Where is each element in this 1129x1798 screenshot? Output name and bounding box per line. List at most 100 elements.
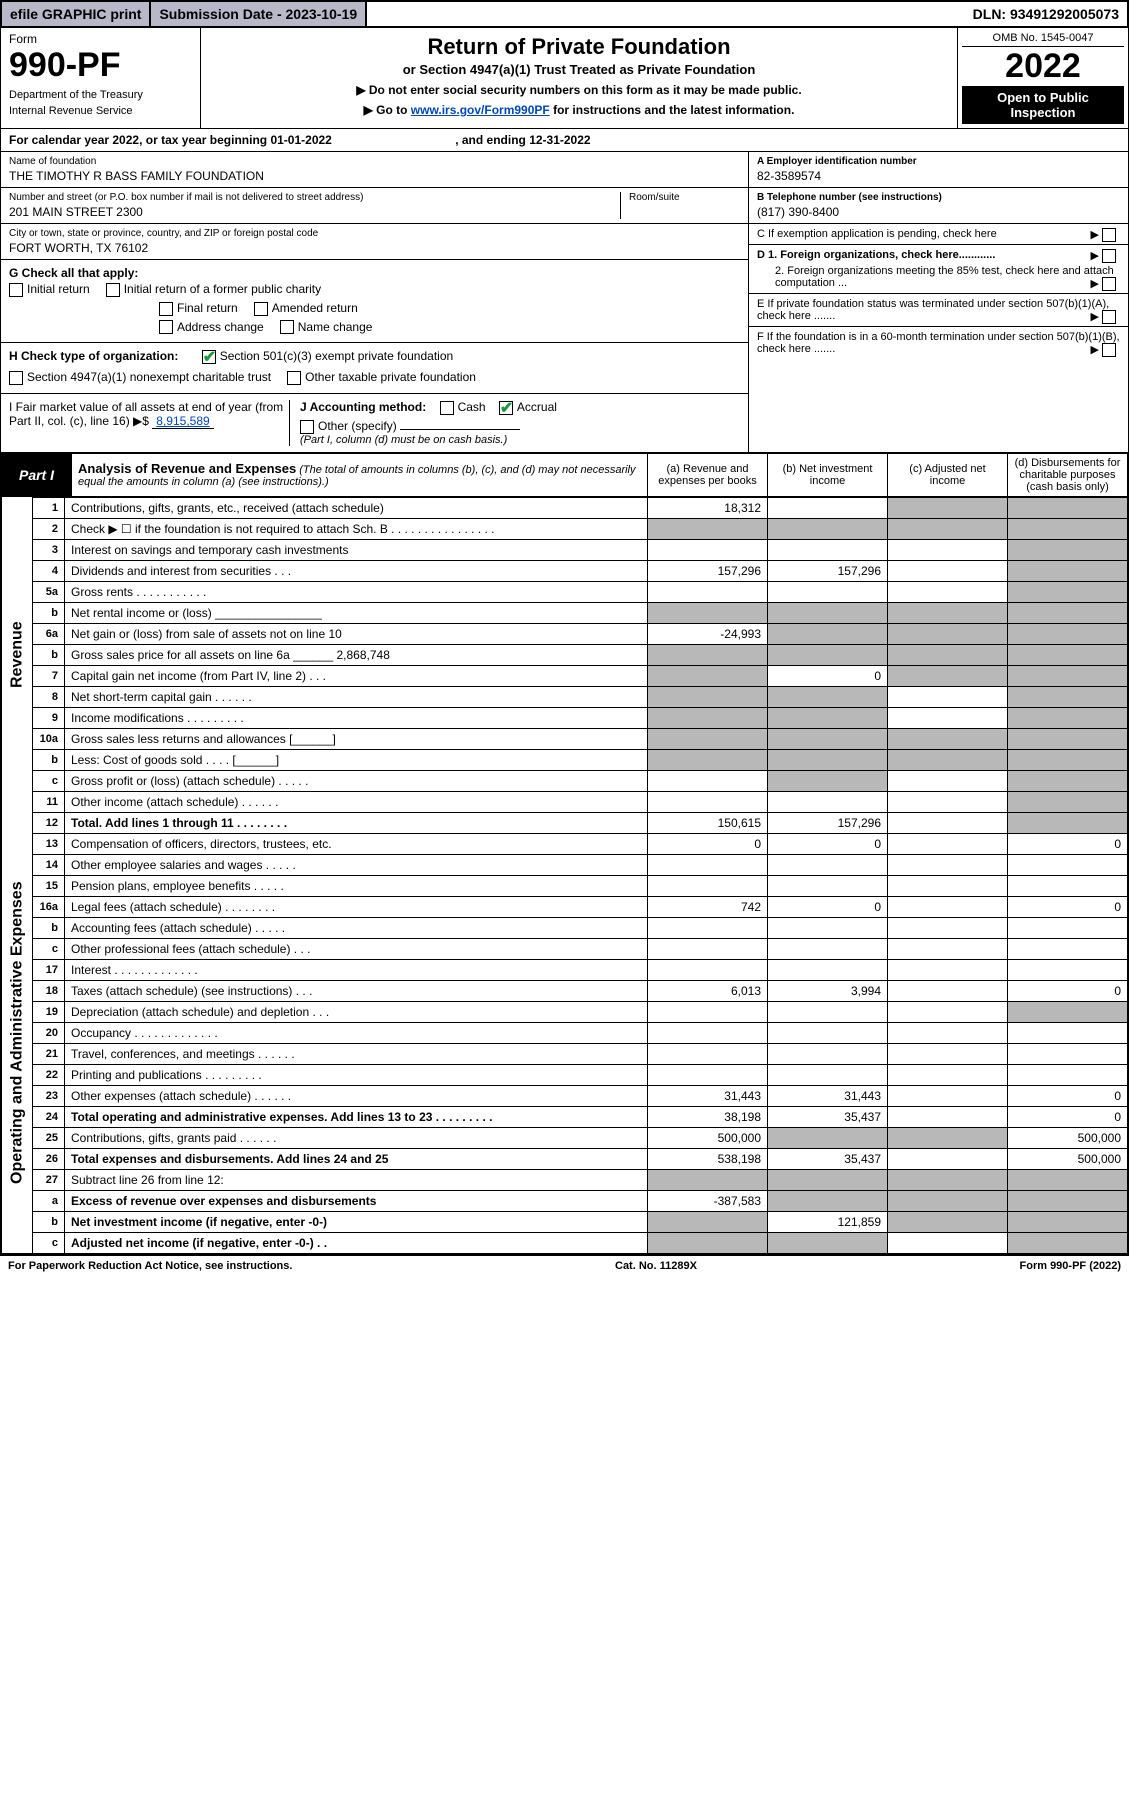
revenue-vlabel: Revenue	[2, 497, 33, 812]
h-4947: Section 4947(a)(1) nonexempt charitable …	[27, 370, 271, 384]
cell-a: 18,312	[648, 497, 768, 518]
chk-amended[interactable]	[254, 302, 268, 316]
cell-c	[888, 1169, 1008, 1190]
table-row: 11Other income (attach schedule) . . . .…	[2, 791, 1128, 812]
row-number: 9	[33, 707, 65, 728]
cell-d	[1008, 875, 1128, 896]
dln-value: 93491292005073	[1010, 6, 1119, 22]
cell-a	[648, 1169, 768, 1190]
form990pf-link[interactable]: www.irs.gov/Form990PF	[411, 103, 550, 117]
cell-a: 31,443	[648, 1085, 768, 1106]
c-label: C If exemption application is pending, c…	[757, 228, 997, 240]
cell-d	[1008, 938, 1128, 959]
row-number: c	[33, 938, 65, 959]
cell-b	[768, 518, 888, 539]
room-label: Room/suite	[629, 192, 740, 203]
g-opt-5: Name change	[298, 320, 373, 334]
col-c-header: (c) Adjusted net income	[888, 453, 1008, 496]
chk-4947[interactable]	[9, 371, 23, 385]
i-value[interactable]: 8,915,589	[152, 414, 213, 429]
chk-e[interactable]	[1102, 310, 1116, 324]
g-opt-0: Initial return	[27, 282, 90, 296]
cell-a	[648, 665, 768, 686]
row-number: 4	[33, 560, 65, 581]
chk-address-change[interactable]	[159, 320, 173, 334]
calendar-year-line: For calendar year 2022, or tax year begi…	[1, 129, 1128, 152]
h-501c3: Section 501(c)(3) exempt private foundat…	[220, 349, 453, 363]
table-row: 16aLegal fees (attach schedule) . . . . …	[2, 896, 1128, 917]
table-row: 23Other expenses (attach schedule) . . .…	[2, 1085, 1128, 1106]
cell-d	[1008, 539, 1128, 560]
dln-label: DLN:	[973, 6, 1010, 22]
cell-c	[888, 896, 1008, 917]
cell-d	[1008, 770, 1128, 791]
cell-b	[768, 707, 888, 728]
cell-d: 0	[1008, 1085, 1128, 1106]
cell-c	[888, 1190, 1008, 1211]
cell-a	[648, 1232, 768, 1253]
row-number: 24	[33, 1106, 65, 1127]
cell-c	[888, 770, 1008, 791]
chk-name-change[interactable]	[280, 320, 294, 334]
d1-label: D 1. Foreign organizations, check here..…	[757, 249, 995, 261]
table-row: 6aNet gain or (loss) from sale of assets…	[2, 623, 1128, 644]
phone-label: B Telephone number (see instructions)	[757, 192, 1120, 203]
cell-c	[888, 812, 1008, 833]
row-number: 1	[33, 497, 65, 518]
efile-print-button[interactable]: efile GRAPHIC print	[2, 2, 151, 26]
entity-info: Name of foundation THE TIMOTHY R BASS FA…	[1, 152, 1128, 452]
cell-c	[888, 1085, 1008, 1106]
chk-other-taxable[interactable]	[287, 371, 301, 385]
row-label: Dividends and interest from securities .…	[65, 560, 648, 581]
form-title: Return of Private Foundation	[207, 34, 951, 60]
chk-d1[interactable]	[1102, 249, 1116, 263]
topbar: efile GRAPHIC print Submission Date - 20…	[0, 0, 1129, 28]
g-opt-3: Amended return	[272, 301, 358, 315]
chk-other-method[interactable]	[300, 420, 314, 434]
chk-accrual[interactable]	[499, 401, 513, 415]
cell-a	[648, 707, 768, 728]
cell-d	[1008, 623, 1128, 644]
cell-d	[1008, 1043, 1128, 1064]
table-row: 3Interest on savings and temporary cash …	[2, 539, 1128, 560]
chk-d2[interactable]	[1102, 277, 1116, 291]
j-accounting: J Accounting method: Cash Accrual Other …	[289, 400, 740, 446]
chk-f[interactable]	[1102, 343, 1116, 357]
chk-cash[interactable]	[440, 401, 454, 415]
cal-begin: 01-01-2022	[270, 133, 331, 147]
cell-c	[888, 791, 1008, 812]
chk-final-return[interactable]	[159, 302, 173, 316]
row-number: 10a	[33, 728, 65, 749]
name-label: Name of foundation	[9, 156, 740, 167]
cell-b	[768, 1232, 888, 1253]
cell-b	[768, 644, 888, 665]
table-row: 22Printing and publications . . . . . . …	[2, 1064, 1128, 1085]
table-row: aExcess of revenue over expenses and dis…	[2, 1190, 1128, 1211]
form-note-link: ▶ Go to www.irs.gov/Form990PF for instru…	[207, 103, 951, 117]
row-label: Pension plans, employee benefits . . . .…	[65, 875, 648, 896]
row-label: Accounting fees (attach schedule) . . . …	[65, 917, 648, 938]
row-label: Income modifications . . . . . . . . .	[65, 707, 648, 728]
row-label: Net investment income (if negative, ente…	[65, 1211, 648, 1232]
j-accrual: Accrual	[517, 400, 557, 414]
chk-initial-return[interactable]	[9, 283, 23, 297]
chk-501c3[interactable]	[202, 350, 216, 364]
row-label: Subtract line 26 from line 12:	[65, 1169, 648, 1190]
cell-b	[768, 623, 888, 644]
row-number: 11	[33, 791, 65, 812]
cell-b: 0	[768, 896, 888, 917]
row-label: Total operating and administrative expen…	[65, 1106, 648, 1127]
cell-a: 150,615	[648, 812, 768, 833]
chk-c-pending[interactable]	[1102, 228, 1116, 242]
calendar-year-section: For calendar year 2022, or tax year begi…	[0, 129, 1129, 453]
cell-b	[768, 1127, 888, 1148]
chk-initial-public[interactable]	[106, 283, 120, 297]
cell-d	[1008, 560, 1128, 581]
foundation-address: 201 MAIN STREET 2300	[9, 205, 620, 219]
col-a-header: (a) Revenue and expenses per books	[648, 453, 768, 496]
analysis-table: Revenue1Contributions, gifts, grants, et…	[1, 497, 1128, 1254]
row-label: Adjusted net income (if negative, enter …	[65, 1232, 648, 1253]
cell-d: 0	[1008, 980, 1128, 1001]
cell-d: 0	[1008, 1106, 1128, 1127]
open-to-public: Open to Public Inspection	[962, 86, 1124, 124]
